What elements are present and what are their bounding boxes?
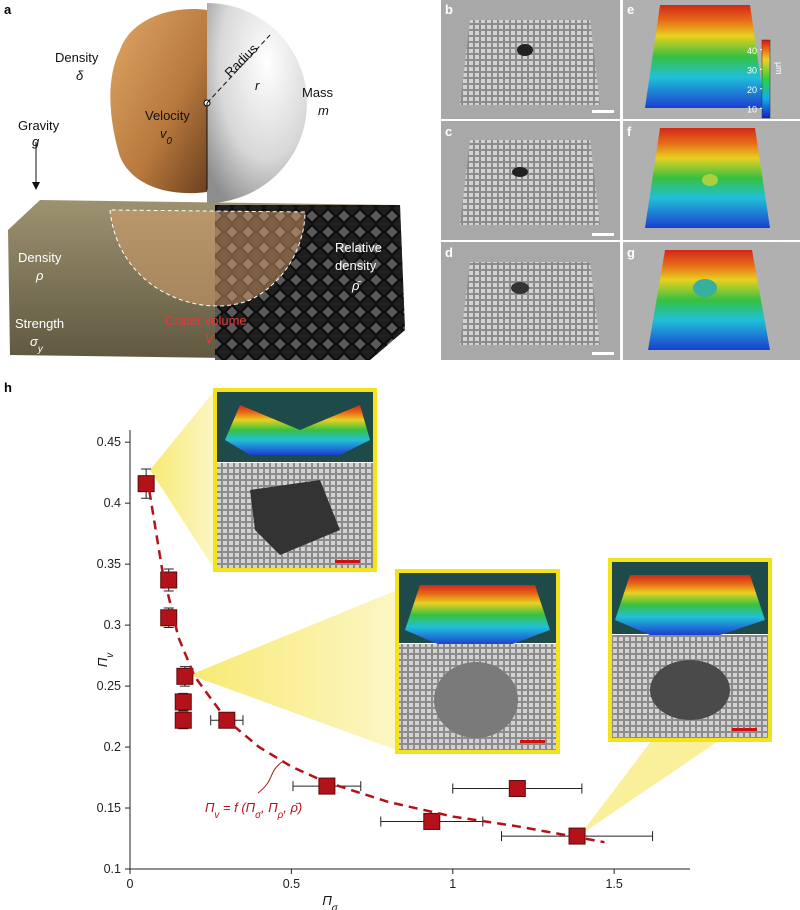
fit-pointer [257, 761, 283, 794]
symbol: σy [30, 334, 44, 355]
symbol: δ [76, 68, 84, 83]
height-maps [623, 0, 800, 360]
panel-label: a [4, 2, 12, 17]
x-tick-label: 0 [127, 877, 134, 891]
label: Relative [335, 240, 382, 255]
text-part: , Π [261, 800, 278, 815]
panel-label: b [445, 2, 453, 17]
fit-label: Πv = f (Πσ, Πρ, ρ̄) [205, 800, 302, 821]
text-part: = f (Π [219, 800, 255, 815]
data-point [174, 711, 192, 729]
text-part: Π [95, 657, 110, 667]
colorbar-tick-label: 40 [747, 46, 757, 56]
fit-curve [148, 490, 605, 844]
panel-label: d [445, 245, 453, 260]
subscript: σ [255, 810, 262, 821]
symbol: ρ [35, 268, 44, 283]
symbol: ρ̄ [351, 278, 361, 293]
colorbar-tick-label: 20 [747, 85, 757, 95]
data-point [176, 667, 194, 685]
insets [150, 388, 772, 835]
data-point [508, 780, 526, 798]
text-part: Π [322, 893, 332, 908]
y-tick-label: 0.4 [104, 496, 121, 510]
plot: 0.10.150.20.250.30.350.40.450 0.5 1 1.5ΠσΠv… [95, 430, 690, 910]
rock [110, 9, 207, 194]
x-tick-label: 0.5 [283, 877, 300, 891]
text-part: Π [205, 800, 215, 815]
label: Velocity [145, 108, 190, 123]
symbol: V [205, 331, 215, 346]
label: density [335, 258, 377, 273]
y-tick-label: 0.45 [97, 435, 121, 449]
y-tick-label: 0.15 [97, 801, 121, 815]
symbol: g [32, 134, 40, 149]
subscript: ρ [277, 810, 284, 821]
colorbar-unit: μm [774, 62, 784, 75]
subscript: 0 [167, 136, 173, 147]
panel-label: c [445, 124, 452, 139]
label: Density [55, 50, 99, 65]
text-part: σ [30, 334, 39, 349]
text-part: v [160, 126, 168, 141]
y-tick-label: 0.35 [97, 557, 121, 571]
colorbar-tick-label: 30 [747, 65, 757, 75]
symbol: r [255, 78, 260, 93]
subscript: v [214, 810, 220, 821]
crater [109, 209, 306, 307]
arrow-head [32, 182, 40, 190]
text-part: , ρ̄) [283, 800, 302, 815]
x-tick-label: 1 [449, 877, 456, 891]
label: Strength [15, 316, 64, 331]
panel-label: e [627, 2, 634, 17]
panel-label: f [627, 124, 632, 139]
label: Crater volume [165, 313, 247, 328]
x-tick-label: 1.5 [605, 877, 622, 891]
data-point [423, 812, 441, 830]
data-point [137, 475, 155, 493]
sphere [207, 3, 307, 203]
data-point [174, 693, 192, 711]
colorbar-tick-label: 10 [747, 104, 757, 114]
subscript: σ [332, 903, 339, 910]
colorbar: 40 30 20 10 μm [747, 46, 784, 115]
panel-label: h [4, 380, 12, 395]
label: Gravity [18, 118, 60, 133]
y-axis-label: Πv [95, 652, 116, 667]
y-tick-label: 0.2 [104, 740, 121, 754]
label: Density [18, 250, 62, 265]
y-tick-label: 0.3 [104, 618, 121, 632]
x-axis-label: Πσ [322, 893, 338, 910]
panel-label: g [627, 245, 635, 260]
y-tick-label: 0.25 [97, 679, 121, 693]
data-point [160, 609, 178, 627]
subscript: v [105, 652, 116, 658]
data-point [318, 777, 336, 795]
schematic [8, 3, 405, 360]
sem-panels [441, 0, 620, 360]
symbol: v0 [160, 126, 173, 147]
subscript: y [37, 344, 44, 355]
data-point [160, 571, 178, 589]
symbol: m [318, 103, 329, 118]
y-tick-label: 0.1 [104, 862, 121, 876]
label: Mass [302, 85, 334, 100]
